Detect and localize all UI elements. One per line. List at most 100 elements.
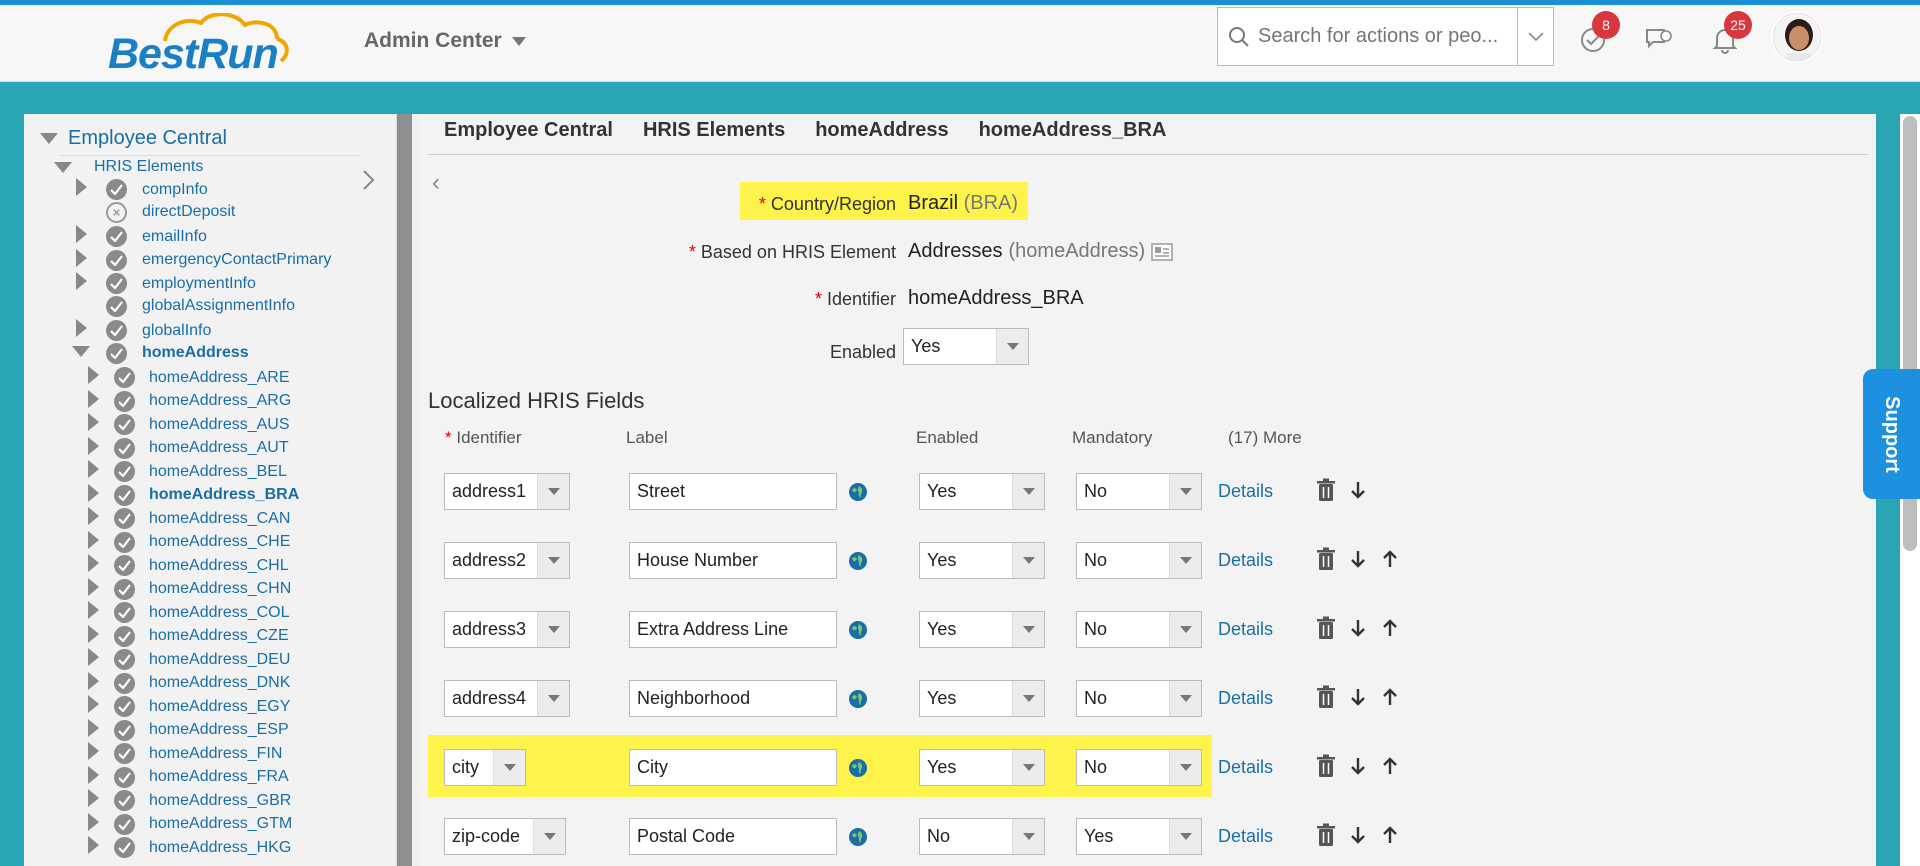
expand-icon[interactable] (88, 812, 110, 836)
user-avatar[interactable] (1771, 11, 1823, 63)
expand-icon[interactable] (88, 648, 110, 671)
field-identifier-select[interactable]: zip-code (444, 818, 566, 855)
tree-node-homeAddress_DNK[interactable]: homeAddress_DNK (88, 671, 290, 695)
field-enabled-select[interactable]: Yes (919, 611, 1045, 648)
move-down-button[interactable] (1346, 753, 1370, 779)
globe-translate-icon[interactable] (848, 551, 868, 571)
delete-button[interactable] (1314, 546, 1338, 572)
bestrun-logo[interactable]: BestRun (105, 13, 325, 78)
tree-node-homeAddress_CHL[interactable]: homeAddress_CHL (88, 554, 289, 577)
move-up-button[interactable] (1378, 684, 1402, 710)
globe-translate-icon[interactable] (848, 482, 868, 502)
expand-icon[interactable] (88, 718, 110, 742)
delete-button[interactable] (1314, 822, 1338, 848)
expand-icon[interactable] (88, 577, 110, 601)
expand-icon[interactable] (72, 248, 98, 272)
tree-node-homeAddress_DEU[interactable]: homeAddress_DEU (88, 648, 290, 671)
field-enabled-select[interactable]: Yes (919, 542, 1045, 579)
expand-icon[interactable] (88, 460, 110, 483)
move-up-button[interactable] (1378, 753, 1402, 779)
field-mandatory-select[interactable]: Yes (1076, 818, 1202, 855)
field-mandatory-select[interactable]: No (1076, 749, 1202, 786)
move-down-button[interactable] (1346, 822, 1370, 848)
panel-splitter[interactable] (397, 114, 412, 866)
tree-node-homeAddress_HKG[interactable]: homeAddress_HKG (88, 836, 291, 859)
tree-node-homeAddress_AUT[interactable]: homeAddress_AUT (88, 436, 289, 460)
expand-icon[interactable] (72, 272, 98, 295)
expand-icon[interactable] (88, 765, 110, 789)
tree-node-homeAddress_ESP[interactable]: homeAddress_ESP (88, 718, 289, 742)
expand-icon[interactable] (88, 742, 110, 765)
expand-icon[interactable] (88, 436, 110, 460)
tree-node-directDeposit[interactable]: × directDeposit (72, 201, 235, 223)
tree-node-homeAddress_BEL[interactable]: homeAddress_BEL (88, 460, 287, 483)
expand-icon[interactable] (88, 836, 110, 859)
tree-node-homeAddress_FIN[interactable]: homeAddress_FIN (88, 742, 282, 765)
move-up-button[interactable] (1378, 546, 1402, 572)
tree-node-homeAddress_COL[interactable]: homeAddress_COL (88, 601, 290, 624)
field-details-link[interactable]: Details (1218, 757, 1274, 777)
breadcrumb-item[interactable]: homeAddress (815, 119, 949, 141)
expand-icon[interactable] (88, 695, 110, 718)
expand-icon[interactable] (88, 554, 110, 577)
tasks-button[interactable]: 8 (1575, 11, 1620, 58)
collapse-icon[interactable] (72, 344, 98, 362)
expand-icon[interactable] (88, 389, 110, 413)
move-down-button[interactable] (1346, 546, 1370, 572)
expand-icon[interactable] (72, 319, 98, 342)
field-label-input[interactable]: City (629, 749, 837, 786)
delete-button[interactable] (1314, 753, 1338, 779)
field-mandatory-select[interactable]: No (1076, 473, 1202, 510)
field-enabled-select[interactable]: Yes (919, 680, 1045, 717)
field-identifier-select[interactable]: address2 (444, 542, 570, 579)
field-label-input[interactable]: Street (629, 473, 837, 510)
expand-icon[interactable] (88, 483, 110, 507)
field-details-link[interactable]: Details (1218, 688, 1274, 708)
feedback-button[interactable] (1641, 22, 1677, 58)
field-mandatory-select[interactable]: No (1076, 542, 1202, 579)
panel-collapse-chevron-icon[interactable] (362, 169, 376, 191)
field-details-link[interactable]: Details (1218, 619, 1274, 639)
delete-button[interactable] (1314, 615, 1338, 641)
expand-icon[interactable] (88, 507, 110, 530)
field-enabled-select[interactable]: No (919, 818, 1045, 855)
tree-node-globalAssignmentInfo[interactable]: globalAssignmentInfo (72, 295, 295, 317)
field-mandatory-select[interactable]: No (1076, 680, 1202, 717)
globe-translate-icon[interactable] (848, 620, 868, 640)
tree-node-emailInfo[interactable]: emailInfo (72, 225, 207, 248)
breadcrumb-item[interactable]: homeAddress_BRA (978, 119, 1167, 141)
globe-translate-icon[interactable] (848, 827, 868, 847)
field-label-input[interactable]: Neighborhood (629, 680, 837, 717)
tree-node-homeAddress_EGY[interactable]: homeAddress_EGY (88, 695, 290, 718)
expand-icon[interactable] (72, 178, 98, 201)
expand-icon[interactable] (88, 530, 110, 554)
tree-node-homeAddress_ARG[interactable]: homeAddress_ARG (88, 389, 291, 413)
tree-node-homeAddress_BRA[interactable]: homeAddress_BRA (88, 483, 299, 507)
field-identifier-select[interactable]: address1 (444, 473, 570, 510)
globe-translate-icon[interactable] (848, 758, 868, 778)
tree-node-homeAddress_FRA[interactable]: homeAddress_FRA (88, 765, 289, 789)
notifications-button[interactable]: 25 (1707, 11, 1752, 58)
field-label-input[interactable]: House Number (629, 542, 837, 579)
tree-node-homeAddress_CHN[interactable]: homeAddress_CHN (88, 577, 291, 601)
field-label-input[interactable]: Postal Code (629, 818, 837, 855)
tree-node-homeAddress_ARE[interactable]: homeAddress_ARE (88, 366, 290, 389)
field-enabled-select[interactable]: Yes (919, 473, 1045, 510)
move-up-button[interactable] (1378, 615, 1402, 641)
enabled-select[interactable]: Yes (903, 328, 1029, 365)
tree-node-homeAddress_CZE[interactable]: homeAddress_CZE (88, 624, 289, 648)
tree-node-employmentInfo[interactable]: employmentInfo (72, 272, 256, 295)
support-button[interactable]: Support (1863, 369, 1920, 499)
expand-icon[interactable] (88, 789, 110, 812)
field-enabled-select[interactable]: Yes (919, 749, 1045, 786)
tree-node-compInfo[interactable]: compInfo (72, 178, 208, 201)
tree-node-hris-elements[interactable]: HRIS Elements (54, 158, 203, 176)
expand-icon[interactable] (72, 225, 98, 248)
move-down-button[interactable] (1346, 684, 1370, 710)
search-input[interactable] (1258, 25, 1508, 48)
tree-node-emergencyContactPrimary[interactable]: emergencyContactPrimary (72, 248, 331, 272)
admin-center-menu[interactable]: Admin Center (364, 29, 526, 53)
field-identifier-select[interactable]: address3 (444, 611, 570, 648)
globe-translate-icon[interactable] (848, 689, 868, 709)
delete-button[interactable] (1314, 477, 1338, 503)
